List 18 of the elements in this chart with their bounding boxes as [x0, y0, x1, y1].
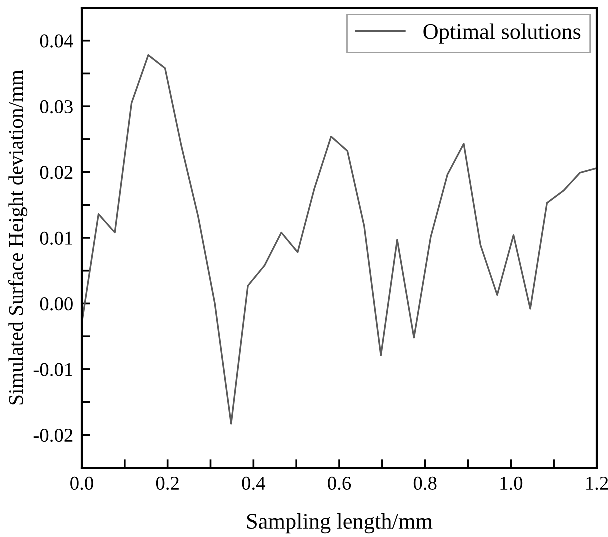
x-tick-label: 1.2 — [586, 476, 608, 490]
x-tick-label: 0.2 — [156, 476, 179, 490]
line-series — [82, 54, 597, 425]
y-tick-label: 0.00 — [40, 298, 73, 311]
x-tick-label: 0.6 — [328, 476, 352, 490]
legend-label: Optimal solutions — [424, 24, 581, 44]
x-tick-label: 0.0 — [70, 476, 94, 490]
y-axis-title: Simulated Surface Height deviation/mm — [8, 70, 28, 405]
y-tick-label: -0.02 — [34, 428, 73, 442]
y-tick-label: 0.03 — [40, 100, 73, 114]
x-axis-title: Sampling length/mm — [247, 513, 433, 534]
y-tick-label: 0.04 — [40, 34, 74, 48]
y-tick-label: 0.02 — [40, 166, 73, 180]
x-tick-label: 0.4 — [242, 476, 266, 490]
x-tick-label: 1.0 — [500, 476, 523, 490]
y-tick-label: -0.01 — [34, 363, 72, 376]
y-tick-label: 0.01 — [40, 232, 72, 246]
x-tick-label: 0.8 — [414, 476, 437, 490]
